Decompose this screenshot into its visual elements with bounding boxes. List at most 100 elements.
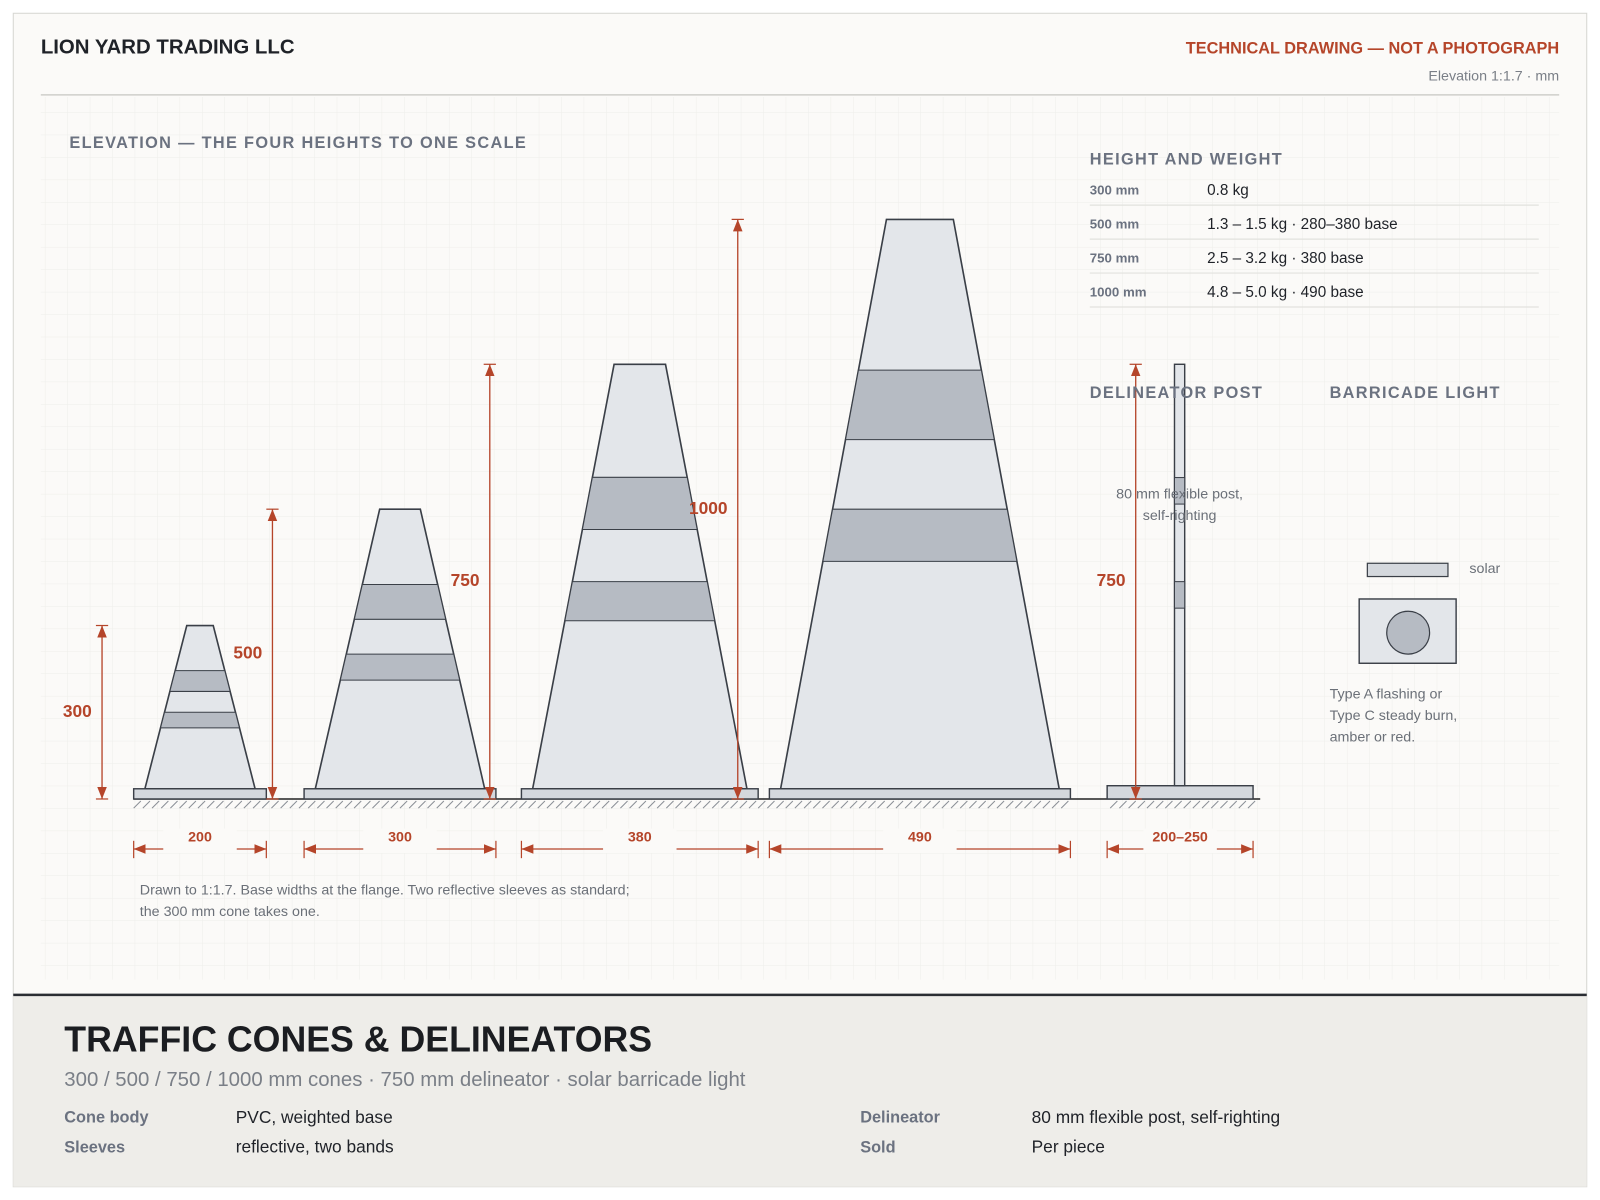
drawing-scale: Elevation 1:1.7 · mm — [1428, 68, 1559, 84]
hatch — [372, 800, 380, 809]
row-key: 300 mm — [1090, 182, 1139, 197]
hatch — [546, 800, 555, 809]
hatch — [592, 800, 601, 809]
hatch — [1137, 800, 1146, 809]
hatch — [969, 800, 977, 809]
hatch — [252, 800, 261, 809]
delineator-post — [1173, 363, 1186, 787]
light-note: amber or red. — [1330, 730, 1416, 746]
hatch — [629, 800, 638, 809]
post-note: 80 mm flexible post, — [1116, 487, 1243, 503]
hatch — [904, 800, 913, 809]
section-title: DELINEATOR POST — [1090, 384, 1263, 402]
row-value: 1.3 – 1.5 kg · 280–380 base — [1207, 216, 1398, 233]
light-note: Type A flashing or — [1330, 687, 1443, 703]
hatch — [454, 800, 463, 809]
hatch — [537, 800, 546, 809]
hatch — [473, 800, 481, 809]
hatch — [1174, 800, 1182, 809]
hatch — [1051, 800, 1060, 809]
hatch — [353, 800, 362, 809]
post-note: self-righting — [1143, 508, 1217, 524]
hatch — [868, 800, 876, 809]
section-title: ELEVATION — THE FOUR HEIGHTS TO ONE SCAL… — [69, 134, 527, 152]
hatch — [583, 800, 592, 809]
hatch — [1119, 800, 1127, 809]
hatch — [1183, 800, 1192, 809]
product-title: TRAFFIC CONES & DELINEATORS — [64, 1019, 652, 1059]
reflective-band — [169, 670, 231, 692]
light-lens — [1386, 610, 1431, 655]
hatch — [179, 800, 188, 809]
hatch — [757, 800, 766, 809]
label-backing — [883, 828, 957, 854]
hatch — [298, 800, 307, 809]
hatch — [1014, 800, 1023, 809]
hatch — [711, 800, 720, 809]
product-subtitle: 300 / 500 / 750 / 1000 mm cones · 750 mm… — [64, 1069, 746, 1091]
hatch — [776, 800, 785, 809]
hatch — [1247, 800, 1256, 809]
hatch — [886, 800, 895, 809]
hatch — [225, 800, 234, 809]
spec-value: PVC, weighted base — [236, 1107, 393, 1127]
row-value: 4.8 – 5.0 kg · 490 base — [1207, 284, 1363, 301]
height-label: 750 — [451, 570, 480, 590]
hatch — [858, 800, 867, 809]
section-title: HEIGHT AND WEIGHT — [1090, 151, 1283, 169]
hatch — [987, 800, 996, 809]
spec-label: Sold — [860, 1138, 895, 1156]
hatch — [895, 800, 904, 809]
hatch — [390, 800, 399, 809]
reflective-band — [581, 476, 698, 530]
cone-flange — [520, 788, 759, 800]
hatch — [574, 800, 582, 809]
hatch — [1229, 800, 1238, 809]
hatch — [675, 800, 684, 809]
hatch — [840, 800, 849, 809]
hatch — [739, 800, 748, 809]
width-label: 300 — [388, 830, 412, 846]
hatch — [307, 800, 316, 809]
cone-flange — [303, 788, 497, 800]
hatch — [647, 800, 656, 809]
hatch — [500, 800, 509, 809]
row-key: 1000 mm — [1090, 284, 1147, 299]
hatch — [335, 800, 344, 809]
hatch — [656, 800, 665, 809]
label-backing — [163, 828, 237, 854]
hatch — [1060, 800, 1069, 809]
hatch — [702, 800, 711, 809]
hatch — [436, 800, 445, 809]
elevation-note: Drawn to 1:1.7. Base widths at the flang… — [140, 883, 630, 899]
spec-label: Cone body — [64, 1109, 148, 1127]
hatch — [620, 800, 628, 809]
hatch — [913, 800, 922, 809]
hatch — [610, 800, 619, 809]
hatch — [519, 800, 527, 809]
hatch — [959, 800, 968, 809]
hatch — [344, 800, 353, 809]
hatch — [1164, 800, 1173, 809]
height-label: 750 — [1097, 570, 1126, 590]
hatch — [271, 800, 279, 809]
reflective-band — [159, 711, 241, 729]
reflective-band — [1173, 477, 1186, 505]
hatch — [362, 800, 371, 809]
hatch — [160, 800, 169, 809]
hatch — [151, 800, 160, 809]
width-label: 200 — [188, 830, 212, 846]
width-label: 490 — [908, 830, 932, 846]
hatch — [1238, 800, 1247, 809]
hatch — [399, 800, 408, 809]
hatch — [482, 800, 491, 809]
hatch — [693, 800, 702, 809]
hatch — [1210, 800, 1219, 809]
reflective-band — [1173, 581, 1186, 609]
hatch — [1024, 800, 1032, 809]
hatch — [445, 800, 454, 809]
hatch — [528, 800, 537, 809]
company-name: LION YARD TRADING LLC — [41, 36, 295, 58]
drawing-notice: TECHNICAL DRAWING — NOT A PHOTOGRAPH — [1186, 39, 1559, 57]
